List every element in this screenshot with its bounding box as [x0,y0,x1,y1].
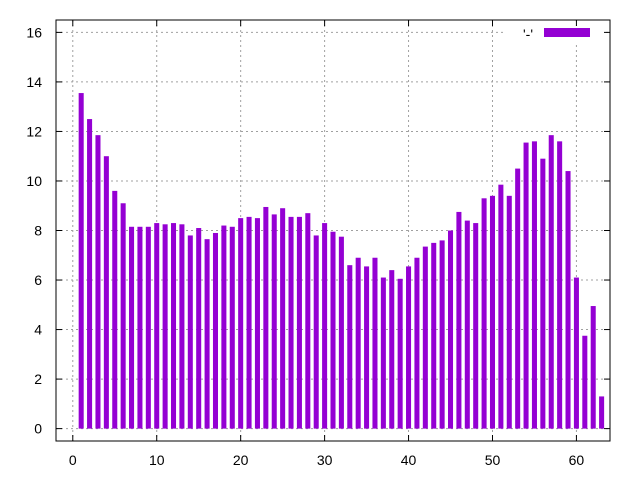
bar [515,168,521,429]
bar [338,236,344,429]
axis-ticks [56,20,610,441]
x-axis-tick-labels: 0 10 20 30 40 50 60 [69,452,585,468]
bar [397,278,403,429]
bar [355,257,361,429]
y-tick-label: 8 [34,223,42,239]
bar [305,213,311,429]
bar [162,224,168,429]
y-tick-label: 10 [26,173,42,189]
bar [565,171,571,429]
bar [481,198,487,429]
bar [271,214,277,429]
legend: '-' [505,26,603,42]
bar [347,265,353,429]
y-tick-label: 2 [34,371,42,387]
bar [288,216,294,429]
bar [204,239,210,429]
bar [78,93,84,429]
bar [523,142,529,429]
bar [573,277,579,429]
bar [170,223,177,429]
bar [120,203,126,429]
bar [447,230,454,429]
bar [179,224,185,429]
bar [431,242,437,429]
bar [582,335,588,429]
bar [548,135,554,429]
bar [254,218,260,429]
bar [372,257,378,429]
bar [196,228,202,429]
bar [557,141,563,429]
bar [187,235,193,429]
x-tick-label: 30 [317,452,333,468]
x-tick-label: 60 [569,452,585,468]
bar [87,119,93,429]
x-tick-label: 10 [149,452,165,468]
bar [246,216,252,429]
x-tick-label: 0 [69,452,77,468]
bar [506,195,512,429]
bar [129,226,135,429]
bar [313,235,319,429]
bar [414,257,420,429]
y-tick-label: 6 [34,272,42,288]
bar [280,208,286,429]
bar [489,195,496,429]
y-tick-label: 4 [34,322,42,338]
x-tick-label: 50 [485,452,501,468]
bar-series [78,93,605,429]
x-tick-label: 40 [401,452,417,468]
bar [296,216,302,429]
bar [464,220,470,429]
bar [263,206,269,429]
bar [212,232,219,429]
bar [112,190,118,429]
y-axis-tick-labels: 0 2 4 6 8 10 12 14 16 [26,24,42,436]
bar [498,184,504,429]
y-tick-label: 16 [26,24,42,40]
bar [422,246,428,429]
bar [145,226,151,429]
bar [103,156,109,429]
bar [456,211,462,429]
bar [389,270,395,429]
bar [322,223,328,429]
bar [95,135,101,429]
bar [531,141,537,429]
bar [238,218,244,429]
legend-label: '-' [523,26,533,42]
bar [364,266,370,429]
bar [330,231,336,429]
bar [590,306,596,429]
bar [154,223,160,429]
x-tick-label: 20 [233,452,249,468]
bar [439,240,445,429]
y-tick-label: 0 [34,421,42,437]
bar [380,277,386,429]
bar [473,223,479,429]
y-tick-label: 14 [26,74,42,90]
legend-swatch [544,28,590,37]
bar [229,226,235,429]
y-tick-label: 12 [26,123,42,139]
bar [137,226,143,429]
bar [599,396,605,429]
bar [540,158,546,429]
bar [221,225,227,429]
bar [406,266,412,429]
